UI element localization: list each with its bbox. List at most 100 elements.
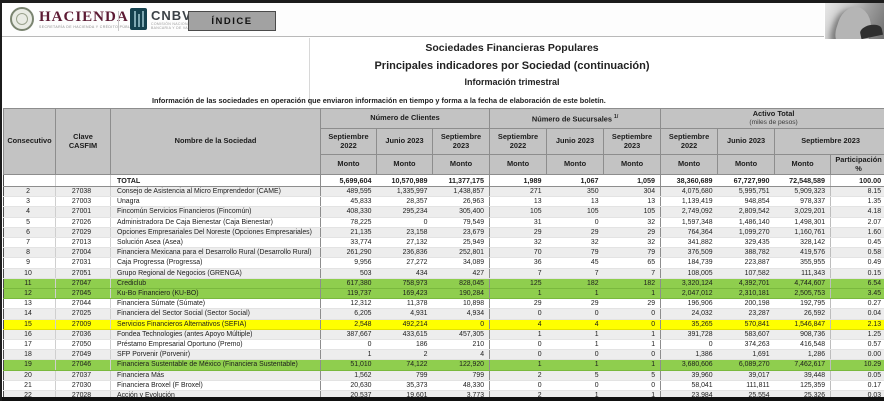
activo-cell: 419,576: [774, 247, 831, 259]
period-header: Septiembre 2022: [660, 128, 719, 155]
activo-cell: 1,486,140: [717, 217, 775, 228]
activo-cell: 3,029,201: [774, 206, 831, 218]
clientes-cell: 10,898: [432, 298, 490, 310]
clientes-cell: 6,205: [320, 308, 377, 320]
nombre-cell: Financiera Broxel (F Broxel): [110, 380, 321, 392]
clientes-cell: 799: [376, 370, 433, 381]
nombre-cell: Ku-Bo Financiero (KU-BO): [110, 288, 321, 300]
clientes-cell: 9,956: [320, 257, 377, 269]
footnote-marker: 1/: [614, 114, 619, 121]
sucursales-cell: 32: [603, 237, 661, 249]
table-row[interactable]: 14 27025 Financiera del Sector Social (Sec…: [3, 308, 884, 320]
sucursales-cell: 65: [603, 257, 661, 269]
activo-cell: 908,736: [774, 329, 831, 341]
activo-cell: 192,795: [774, 298, 831, 310]
clientes-cell: 210: [432, 339, 490, 351]
activo-cell: 2,310,181: [717, 288, 775, 300]
clientes-cell: 28,357: [376, 196, 433, 208]
consecutivo-cell: 12: [3, 288, 56, 300]
consecutivo-cell: 4: [3, 206, 56, 218]
hacienda-subtitle: SECRETARÍA DE HACIENDA Y CRÉDITO PÚBLICO: [39, 25, 138, 29]
table-row[interactable]: 15 27009 Servicios Financieros Alternativo…: [3, 319, 884, 330]
activo-cell: 58,041: [660, 380, 718, 392]
participacion-cell: 0.17: [830, 380, 884, 392]
table-row[interactable]: 11 27047 Crediclub 617,380 758,973 828,045 125…: [3, 278, 884, 290]
table-row[interactable]: 13 27044 Financiera Súmate (Súmate) 12,312 1…: [3, 298, 884, 310]
clientes-cell: 2,548: [320, 319, 377, 330]
clave-cell: 27044: [55, 298, 111, 310]
clientes-cell: 79,549: [432, 217, 490, 228]
participacion-cell: 10.29: [830, 359, 884, 371]
period-header: Junio 2023: [546, 128, 605, 155]
table-row[interactable]: 19 27046 Financiera Sustentable de México …: [3, 359, 884, 371]
table-row[interactable]: 17 27050 Préstamo Empresarial Oportuno (Pr…: [3, 339, 884, 351]
clientes-cell: 295,234: [376, 206, 433, 218]
sucursales-cell: 45: [546, 257, 604, 269]
clientes-cell: 119,737: [320, 288, 377, 300]
activo-cell: 3,680,606: [660, 359, 718, 371]
table-row[interactable]: 10 27051 Grupo Regional de Negocios (GRENG…: [3, 268, 884, 279]
activo-cell: 111,343: [774, 268, 831, 279]
table-row[interactable]: 21 27030 Financiera Broxel (F Broxel) 20,63…: [3, 380, 884, 392]
clientes-cell: 1,335,997: [376, 186, 433, 198]
group-header-clientes: Número de Clientes: [319, 108, 491, 129]
table-row[interactable]: 2 27038 Consejo de Asistencia al Micro Emp…: [3, 186, 884, 198]
period-header: Septiembre 2022: [320, 128, 377, 155]
consecutivo-cell: 17: [3, 339, 56, 351]
nombre-cell: Financiera del Sector Social (Sector Soc…: [110, 308, 321, 320]
clave-cell: 27004: [55, 247, 111, 259]
sucursales-cell: 1: [546, 359, 604, 371]
sucursales-cell: 1,989: [489, 174, 547, 187]
table-row[interactable]: 3 27003 Unagra 45,833 28,357 26,963 13 13 13 1,13…: [3, 196, 884, 208]
page-title: Sociedades Financieras Populares: [425, 42, 599, 54]
clientes-cell: 27,272: [376, 257, 433, 269]
table-row[interactable]: 20 27037 Financiera Más 1,562 799 799 2 5 5 39,96…: [3, 370, 884, 381]
table-row[interactable]: 12 27045 Ku-Bo Financiero (KU-BO) 119,737 16…: [3, 288, 884, 300]
activo-cell: 583,607: [717, 329, 775, 341]
clientes-cell: 23,679: [432, 227, 490, 239]
consecutivo-cell: 9: [3, 257, 56, 269]
clientes-cell: 0: [432, 319, 490, 330]
clientes-cell: 799: [432, 370, 490, 381]
clientes-cell: 0: [376, 217, 433, 228]
sucursales-cell: 13: [489, 196, 547, 208]
total-row[interactable]: TOTAL 5,699,604 10,570,989 11,377,175 1,989 1…: [3, 174, 884, 187]
activo-cell: 341,882: [660, 237, 718, 249]
activo-cell: 1,546,847: [774, 319, 831, 330]
sucursales-cell: 0: [489, 380, 547, 392]
indice-button[interactable]: ÍNDICE: [188, 11, 276, 31]
participacion-cell: 4.18: [830, 206, 884, 218]
consecutivo-cell: 8: [3, 247, 56, 259]
clientes-cell: 1,562: [320, 370, 377, 381]
activo-cell: 391,728: [660, 329, 718, 341]
table-row[interactable]: 8 27004 Financiera Mexicana para el Desarr…: [3, 247, 884, 259]
table-row[interactable]: 4 27001 Fincomún Servicios Financieros (Fi…: [3, 206, 884, 218]
sucursales-cell: 0: [603, 349, 661, 361]
activo-cell: 7,462,617: [774, 359, 831, 371]
table-row[interactable]: 9 27031 Caja Progressa (Progressa) 9,956 27,…: [3, 257, 884, 269]
sucursales-cell: 0: [603, 380, 661, 392]
clientes-cell: 758,973: [376, 278, 433, 290]
sucursales-cell: 1,067: [546, 174, 604, 187]
activo-cell: 2,505,753: [774, 288, 831, 300]
activo-cell: 223,887: [717, 257, 775, 269]
table-row[interactable]: 18 27049 SFP Porvenir (Porvenir) 1 2 4 0 0 0 1,38…: [3, 349, 884, 361]
sucursales-cell: 7: [489, 268, 547, 279]
consecutivo-cell: 13: [3, 298, 56, 310]
activo-cell: 1,286: [774, 349, 831, 361]
clave-cell: 27025: [55, 308, 111, 320]
sucursales-cell: 4: [489, 319, 547, 330]
nombre-cell: Financiera Sustentable de México (Financ…: [110, 359, 321, 371]
table-row[interactable]: 6 27029 Opciones Empresariales Del Noreste…: [3, 227, 884, 239]
activo-cell: 355,955: [774, 257, 831, 269]
table-row[interactable]: 7 27013 Solución Asea (Asea) 33,774 27,132 25…: [3, 237, 884, 249]
nombre-cell: Servicios Financieros Alternativos (SEFI…: [110, 319, 321, 330]
activo-cell: 1,498,301: [774, 217, 831, 228]
consecutivo-cell: 2: [3, 186, 56, 198]
consecutivo-cell: 14: [3, 308, 56, 320]
consecutivo-cell: 20: [3, 370, 56, 381]
clave-cell: 27009: [55, 319, 111, 330]
table-row[interactable]: 16 27036 Fondea Technologies (antes Apoyo …: [3, 329, 884, 341]
sucursales-cell: 271: [489, 186, 547, 198]
table-row[interactable]: 5 27026 Administradora De Caja Bienestar (…: [3, 217, 884, 228]
